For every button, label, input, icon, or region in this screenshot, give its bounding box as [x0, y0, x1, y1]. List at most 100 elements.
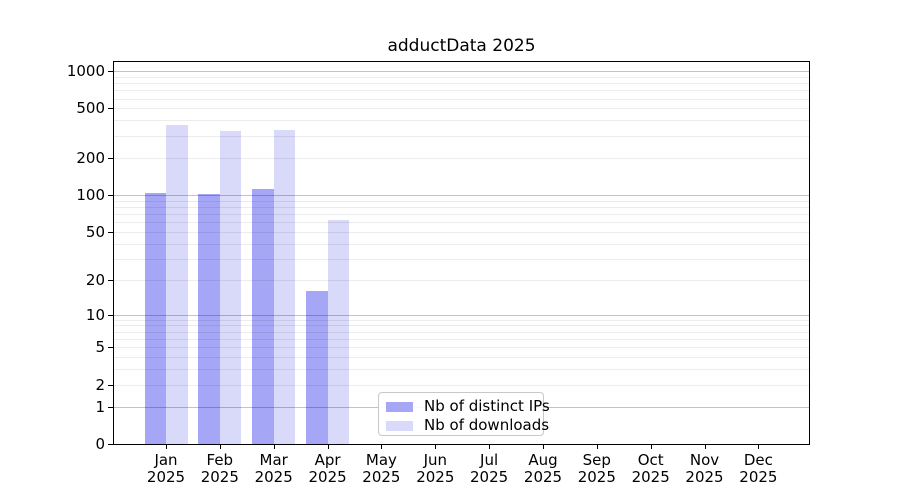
x-tick-label-oct: Oct 2025 — [621, 452, 681, 486]
x-tick-mark-feb — [219, 445, 221, 449]
y-tick-mark-200 — [108, 157, 113, 159]
x-tick-month: Mar — [259, 451, 288, 469]
bar-feb-nb-of-downloads — [219, 130, 242, 444]
gridline-minor-20 — [114, 279, 809, 281]
bar-mar-nb-of-distinct-ips — [252, 188, 274, 444]
x-tick-year: 2025 — [416, 468, 455, 486]
x-tick-label-mar: Mar 2025 — [244, 452, 304, 486]
x-tick-label-jun: Jun 2025 — [405, 452, 465, 486]
plot-area — [113, 61, 810, 445]
y-tick-label-0: 0 — [95, 435, 105, 453]
x-tick-year: 2025 — [146, 468, 186, 486]
y-tick-mark-10 — [108, 314, 113, 316]
legend: Nb of distinct IPs Nb of downloads — [378, 392, 550, 436]
x-tick-year: 2025 — [631, 468, 670, 486]
gridline-minor-200 — [114, 157, 809, 159]
gridline-minor-50 — [114, 231, 809, 233]
y-tick-mark-1 — [108, 406, 113, 408]
y-tick-mark-2 — [108, 384, 113, 386]
x-tick-month: Aug — [528, 451, 558, 469]
x-tick-label-may: May 2025 — [351, 452, 411, 486]
y-tick-label-50: 50 — [85, 222, 105, 241]
x-tick-mark-jul — [489, 445, 491, 449]
x-tick-month: Feb — [206, 451, 234, 469]
x-tick-label-nov: Nov 2025 — [675, 452, 735, 486]
y-tick-label-1000: 1000 — [66, 62, 105, 80]
x-tick-year: 2025 — [308, 468, 347, 486]
gridline-minor-9 — [114, 319, 809, 321]
x-tick-label-jul: Jul 2025 — [459, 452, 519, 486]
x-tick-label-apr: Apr 2025 — [298, 452, 358, 486]
x-tick-year: 2025 — [362, 468, 401, 486]
legend-label-distinct-ips: Nb of distinct IPs — [424, 397, 550, 415]
x-tick-mark-jan — [166, 445, 167, 449]
gridline-minor-5 — [114, 347, 809, 349]
gridline-minor-800 — [114, 83, 809, 84]
gridline-minor-70 — [114, 213, 809, 215]
x-tick-year: 2025 — [254, 468, 293, 486]
y-tick-label-5: 5 — [95, 338, 105, 357]
y-tick-mark-100 — [108, 194, 113, 196]
x-tick-mark-dec — [758, 445, 760, 449]
x-tick-label-aug: Aug 2025 — [513, 452, 573, 486]
bar-jan-nb-of-distinct-ips — [144, 192, 166, 444]
gridline-10 — [114, 314, 809, 316]
bar-feb-nb-of-distinct-ips — [198, 193, 220, 444]
y-tick-mark-5 — [108, 347, 113, 349]
y-tick-mark-500 — [108, 108, 113, 110]
x-tick-month: Nov — [689, 451, 720, 469]
gridline-100 — [114, 194, 809, 196]
x-tick-year: 2025 — [200, 468, 239, 486]
y-tick-mark-20 — [108, 279, 113, 281]
x-tick-month: Dec — [743, 451, 773, 469]
bar-apr-nb-of-downloads — [327, 219, 350, 444]
x-tick-month: May — [365, 451, 397, 469]
x-tick-mark-jun — [435, 445, 437, 449]
gridline-minor-60 — [114, 222, 809, 224]
gridline-minor-600 — [114, 98, 809, 100]
legend-label-downloads: Nb of downloads — [424, 416, 550, 434]
y-tick-label-1: 1 — [95, 397, 105, 416]
gridline-1000 — [114, 71, 809, 72]
x-tick-month: Apr — [314, 451, 341, 469]
y-tick-label-20: 20 — [85, 270, 105, 289]
x-tick-year: 2025 — [577, 468, 616, 486]
x-tick-mark-apr — [327, 445, 329, 449]
bar-apr-nb-of-distinct-ips — [306, 291, 328, 444]
gridline-minor-900 — [114, 76, 809, 78]
gridline-minor-8 — [114, 325, 809, 327]
bar-mar-nb-of-downloads — [273, 129, 296, 444]
y-tick-mark-1000 — [108, 71, 113, 72]
gridline-minor-400 — [114, 120, 809, 122]
x-tick-mark-aug — [543, 445, 544, 449]
gridline-minor-500 — [114, 108, 809, 110]
legend-swatch-downloads — [386, 420, 413, 431]
y-tick-label-100: 100 — [76, 185, 105, 204]
x-tick-month: Jul — [480, 451, 499, 469]
gridline-minor-300 — [114, 135, 809, 137]
x-tick-mark-oct — [650, 445, 652, 449]
x-tick-mark-sep — [596, 445, 598, 449]
x-tick-month: Oct — [637, 451, 664, 469]
x-tick-month: Jun — [423, 451, 448, 469]
gridline-minor-30 — [114, 258, 809, 260]
x-tick-year: 2025 — [685, 468, 724, 486]
gridline-minor-7 — [114, 331, 809, 333]
x-tick-mark-may — [381, 445, 383, 449]
x-tick-label-dec: Dec 2025 — [728, 452, 788, 486]
x-tick-month: Jan — [154, 451, 178, 469]
x-tick-label-jan: Jan 2025 — [136, 452, 196, 486]
legend-item-distinct-ips: Nb of distinct IPs — [386, 398, 550, 415]
gridline-minor-80 — [114, 206, 809, 208]
y-tick-label-2: 2 — [95, 375, 105, 394]
x-tick-mark-nov — [704, 445, 706, 449]
x-tick-month: Sep — [582, 451, 611, 469]
legend-swatch-distinct-ips — [386, 401, 413, 412]
x-tick-label-feb: Feb 2025 — [190, 452, 250, 486]
x-tick-year: 2025 — [523, 468, 563, 486]
x-tick-mark-mar — [273, 445, 275, 449]
legend-item-downloads: Nb of downloads — [386, 417, 549, 434]
gridline-minor-3 — [114, 369, 809, 371]
gridline-minor-6 — [114, 338, 809, 340]
